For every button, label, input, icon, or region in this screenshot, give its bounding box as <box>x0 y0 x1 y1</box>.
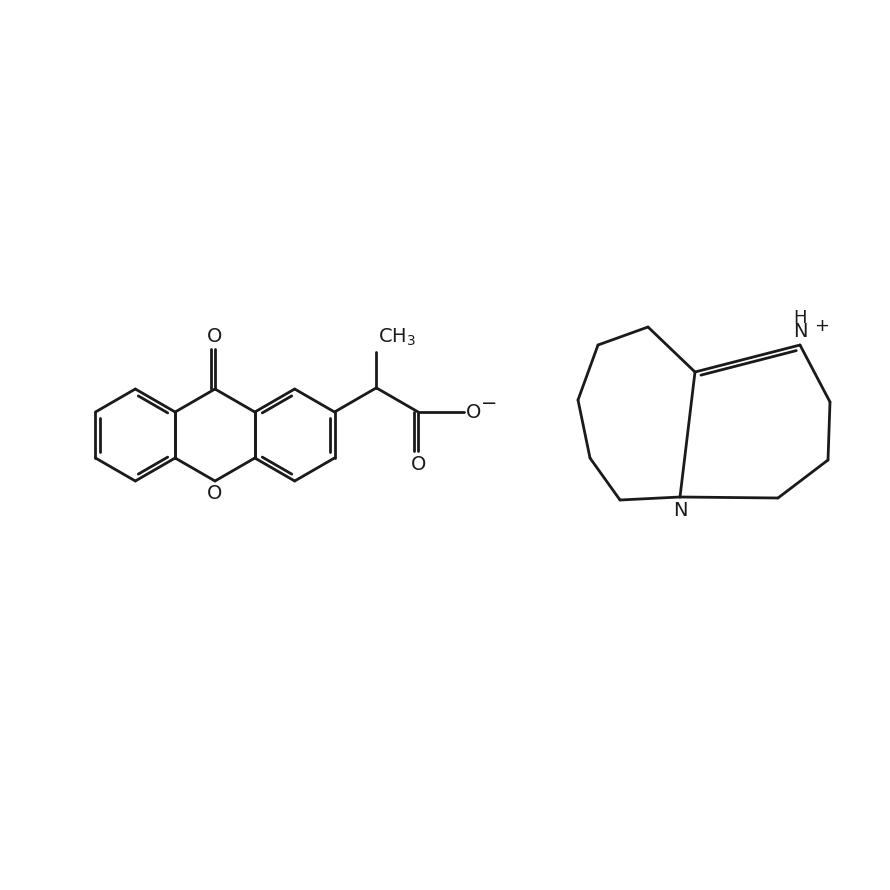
Text: −: − <box>481 393 498 412</box>
Text: O: O <box>410 455 425 474</box>
Text: H: H <box>793 309 806 327</box>
Text: CH$_3$: CH$_3$ <box>378 327 417 348</box>
Text: O: O <box>207 484 222 503</box>
Text: N: N <box>673 501 687 520</box>
Text: O: O <box>207 327 222 345</box>
Text: +: + <box>814 317 829 335</box>
Text: O: O <box>466 402 481 422</box>
Text: N: N <box>793 322 807 341</box>
